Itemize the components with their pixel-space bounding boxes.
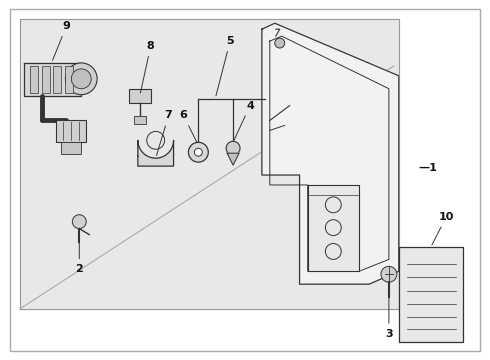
Text: 10: 10 bbox=[432, 212, 454, 245]
Circle shape bbox=[73, 215, 86, 229]
Polygon shape bbox=[308, 185, 359, 271]
Bar bbox=[399, 247, 464, 342]
Polygon shape bbox=[20, 19, 399, 309]
Circle shape bbox=[226, 141, 240, 155]
Text: 7: 7 bbox=[156, 111, 172, 156]
Circle shape bbox=[275, 38, 285, 48]
Text: 4: 4 bbox=[234, 100, 254, 140]
Text: 2: 2 bbox=[75, 237, 83, 274]
Bar bbox=[61, 142, 81, 154]
Polygon shape bbox=[227, 153, 239, 165]
Polygon shape bbox=[262, 23, 399, 284]
Bar bbox=[42, 66, 49, 93]
Bar bbox=[65, 66, 74, 93]
Text: 8: 8 bbox=[141, 41, 155, 93]
Bar bbox=[134, 117, 146, 125]
Circle shape bbox=[147, 131, 165, 149]
Polygon shape bbox=[24, 63, 81, 96]
Text: 5: 5 bbox=[216, 36, 234, 96]
Circle shape bbox=[65, 63, 97, 95]
Text: 9: 9 bbox=[52, 21, 71, 60]
Bar bbox=[30, 66, 38, 93]
Bar bbox=[129, 89, 151, 103]
Circle shape bbox=[381, 266, 397, 282]
Circle shape bbox=[195, 148, 202, 156]
Text: —1: —1 bbox=[418, 163, 438, 173]
Circle shape bbox=[189, 142, 208, 162]
Text: 6: 6 bbox=[179, 111, 197, 143]
Text: 3: 3 bbox=[385, 292, 392, 339]
Bar bbox=[56, 121, 86, 142]
Bar bbox=[53, 66, 61, 93]
Polygon shape bbox=[138, 140, 173, 166]
Circle shape bbox=[72, 69, 91, 89]
